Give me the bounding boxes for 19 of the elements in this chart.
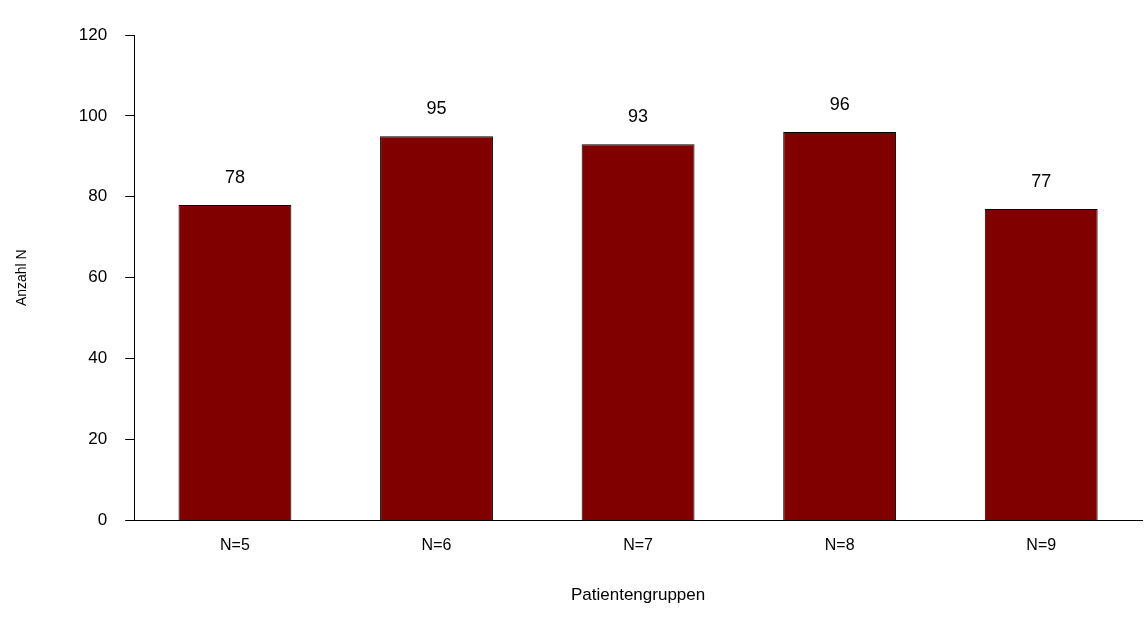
y-tick-label: 120 [78,24,108,44]
x-axis-title: Patientengruppen [570,585,706,605]
data-label: 78 [224,166,245,187]
y-tick-label: 80 [88,186,108,206]
data-label: 96 [829,94,850,115]
x-tick-label: N=8 [824,536,855,554]
y-tick-label: 100 [78,105,108,125]
y-tick-label: 60 [88,267,108,287]
data-label: 93 [628,106,649,127]
data-label: 77 [1031,170,1052,191]
y-tick-label: 0 [97,510,108,530]
x-tick-label: N=6 [421,536,452,554]
data-label: 95 [426,98,447,119]
x-tick-label: N=7 [623,536,654,554]
x-tick-label: N=5 [220,536,250,554]
y-axis-title: Anzahl N [13,249,30,307]
x-tick-label: N=9 [1026,536,1057,554]
y-tick-label: 20 [88,429,108,449]
y-tick-label: 40 [88,348,108,368]
